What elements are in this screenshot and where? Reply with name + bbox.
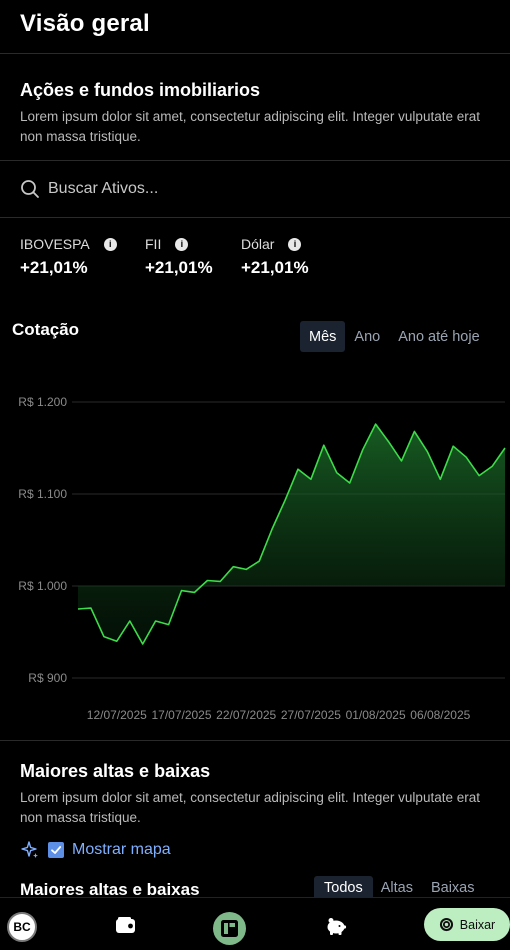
info-icon[interactable]: i — [103, 237, 117, 251]
index-value: +21,01% — [241, 258, 309, 277]
movers-table-title: Maiores altas e baixas — [20, 880, 200, 899]
show-map-toggle[interactable]: Mostrar mapa — [20, 840, 490, 860]
tab-month[interactable]: Mês — [300, 321, 346, 352]
check-icon — [51, 846, 62, 854]
avatar[interactable]: BC — [7, 912, 37, 942]
tab-ytd[interactable]: Ano até hoje — [398, 328, 480, 345]
download-label: Baixar — [459, 917, 496, 932]
search-icon — [21, 180, 39, 198]
globe-icon — [439, 917, 453, 932]
show-map-label: Mostrar mapa — [72, 841, 171, 858]
y-tick-label: R$ 1.100 — [18, 487, 67, 501]
index-fii: FII i +21,01% — [145, 236, 213, 278]
indices-row: IBOVESPA i +21,01% FII i +21,01% Dólar i… — [0, 218, 510, 298]
info-icon[interactable]: i — [175, 237, 189, 251]
index-value: +21,01% — [20, 258, 88, 277]
series-line — [77, 423, 506, 645]
movers-title: Maiores altas e baixas — [20, 761, 211, 781]
tab-lows[interactable]: Baixas — [430, 880, 475, 896]
y-tick-label: R$ 900 — [28, 671, 67, 685]
index-name: IBOVESPA — [20, 236, 90, 252]
wallet-icon[interactable] — [114, 915, 138, 935]
series-area — [78, 424, 505, 644]
x-tick-label: 17/07/2025 — [151, 708, 211, 722]
movers-table-header: Maiores altas e baixas Todos Altas Baixa… — [0, 876, 510, 900]
intro-section: Ações e fundos imobiliarios Lorem ipsum … — [0, 54, 510, 161]
x-tick-label: 12/07/2025 — [87, 708, 147, 722]
index-dolar: Dólar i +21,01% — [241, 236, 309, 278]
chart-title: Cotação — [12, 320, 80, 339]
period-tabs: Mês Ano Ano até hoje — [300, 321, 489, 352]
bottom-nav: BC — [0, 897, 510, 950]
page-title: Visão geral — [20, 10, 150, 37]
home-icon[interactable] — [213, 912, 246, 945]
index-name: FII — [145, 236, 162, 252]
y-tick-label: R$ 1.000 — [18, 579, 67, 593]
index-name: Dólar — [241, 236, 275, 252]
x-tick-label: 22/07/2025 — [216, 708, 276, 722]
x-tick-label: 27/07/2025 — [281, 708, 341, 722]
tab-year[interactable]: Ano — [354, 328, 381, 345]
piggy-bank-icon[interactable] — [324, 915, 348, 937]
movers-description: Lorem ipsum dolor sit amet, consectetur … — [20, 790, 480, 825]
search-input[interactable] — [48, 180, 468, 198]
movers-filter-tabs: Todos Altas Baixas — [314, 876, 484, 900]
movers-section: Maiores altas e baixas Lorem ipsum dolor… — [0, 740, 510, 860]
price-chart-svg: R$ 1.200 R$ 1.100 R$ 1.000 R$ 900 12/07/202… — [18, 395, 506, 722]
x-tick-label: 06/08/2025 — [410, 708, 470, 722]
sparkle-icon — [21, 841, 38, 858]
info-icon[interactable]: i — [288, 237, 302, 251]
x-tick-label: 01/08/2025 — [346, 708, 406, 722]
price-chart: R$ 1.200 R$ 1.100 R$ 1.000 R$ 900 12/07/202… — [0, 346, 510, 776]
index-ibovespa: IBOVESPA i +21,01% — [20, 236, 117, 278]
intro-title: Ações e fundos imobiliarios — [20, 80, 261, 100]
show-map-checkbox[interactable] — [48, 842, 64, 858]
page-header: Visão geral — [0, 0, 510, 54]
y-tick-label: R$ 1.200 — [18, 395, 67, 409]
download-button[interactable]: Baixar — [424, 908, 510, 941]
index-value: +21,01% — [145, 258, 213, 277]
tab-all[interactable]: Todos — [314, 876, 373, 900]
tab-highs[interactable]: Altas — [380, 880, 413, 896]
chart-header: Cotação Mês Ano Ano até hoje — [0, 298, 510, 352]
intro-description: Lorem ipsum dolor sit amet, consectetur … — [20, 109, 480, 144]
search-bar[interactable] — [0, 161, 510, 218]
